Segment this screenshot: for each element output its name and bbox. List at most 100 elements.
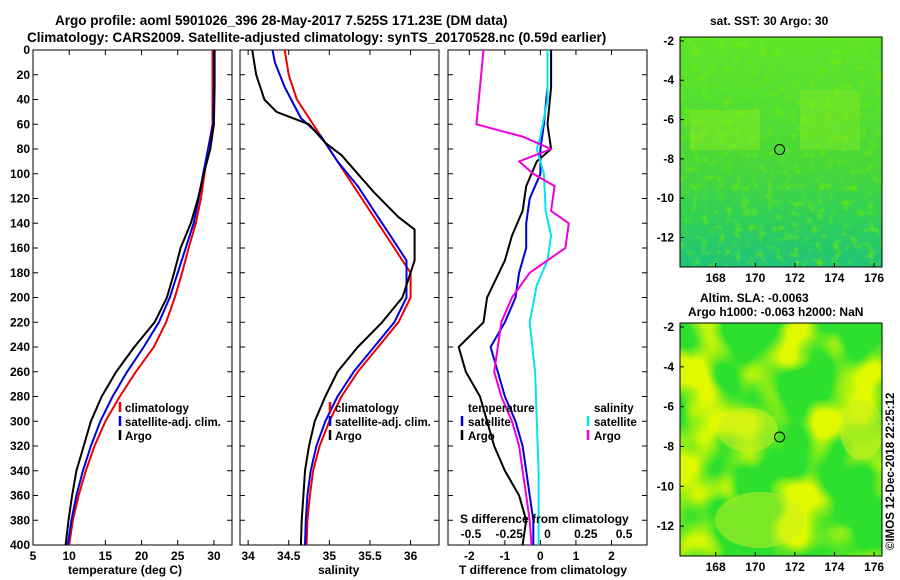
x-tick-label: 15 xyxy=(99,549,113,563)
map-x-tick-label: 168 xyxy=(706,560,726,574)
series-line-argo xyxy=(251,49,416,546)
legend-label-climatology: climatology xyxy=(125,403,190,415)
x-tick-label: 20 xyxy=(135,549,149,563)
x-tick-label: 34.5 xyxy=(277,549,301,563)
temperature-panel-frame xyxy=(32,49,233,546)
map-x-tick-label: 176 xyxy=(864,560,884,574)
x-tick-label: 0 xyxy=(537,549,544,563)
y-tick-label: 240 xyxy=(10,340,30,354)
salinity-plot: 34 34.5 35 35.5 36 xyxy=(240,49,439,563)
sla-map-patch xyxy=(715,492,805,548)
salinity-legend: climatology satellite-adj. clim. Argo xyxy=(328,402,431,443)
map-x-tick-label: 174 xyxy=(824,560,844,574)
top-x-tick-label: 0.25 xyxy=(574,527,598,541)
legend-label-satellite: satellite-adj. clim. xyxy=(125,417,221,429)
sst-map-axes: 168 170 172 174 176 -2 -4 -6 -8 -10 -12 xyxy=(657,34,885,285)
map-x-tick-label: 170 xyxy=(745,560,765,574)
temperature-xlabel: temperature (deg C) xyxy=(68,563,182,577)
x-tick-label: 2 xyxy=(608,549,615,563)
y-tick-label: 320 xyxy=(10,439,30,453)
series-line-climatology xyxy=(283,49,412,546)
map-x-tick-label: 172 xyxy=(785,560,805,574)
y-tick-label: 20 xyxy=(17,68,31,82)
legend-label-t-argo: Argo xyxy=(468,431,495,443)
map-y-tick-label: -12 xyxy=(657,231,675,245)
sst-map-texture xyxy=(680,37,882,267)
sst-map-frame xyxy=(679,36,883,268)
top-x-tick-label: -0.5 xyxy=(461,527,482,541)
temperature-plot: 0 20 40 60 80 100 120 140 160 180 200 220 240 260 280 3… xyxy=(10,43,232,563)
sla-map-frame xyxy=(679,322,883,557)
sst-map-patch xyxy=(800,90,860,150)
y-tick-label: 180 xyxy=(10,266,30,280)
y-tick-label: 160 xyxy=(10,241,30,255)
x-tick-label: 10 xyxy=(63,549,77,563)
y-tick-label: 200 xyxy=(10,291,30,305)
y-tick-label: 220 xyxy=(10,315,30,329)
map-y-tick-label: -8 xyxy=(663,152,674,166)
map-x-tick-label: 170 xyxy=(745,271,765,285)
credit-text: ©IMOS 12-Dec-2018 22:25:12 xyxy=(885,393,897,550)
map-y-tick-label: -6 xyxy=(663,113,674,127)
map-x-tick-label: 176 xyxy=(864,271,884,285)
y-tick-label: 0 xyxy=(23,43,30,57)
sst-map-title: sat. SST: 30 Argo: 30 xyxy=(710,14,829,28)
top-x-tick-label: 0 xyxy=(544,527,551,541)
sla-map-axes: 168 170 172 174 176 -2 -4 -6 -8 -10 -12 xyxy=(657,320,885,574)
map-x-tick-label: 174 xyxy=(824,271,844,285)
series-line-argo xyxy=(64,50,216,546)
legend-label-satellite: satellite-adj. clim. xyxy=(335,417,431,429)
map-y-tick-label: -10 xyxy=(657,479,675,493)
series-line-t-argo xyxy=(457,50,553,546)
salinity-xlabel: salinity xyxy=(318,563,360,577)
y-tick-label: 400 xyxy=(10,538,30,552)
y-tick-label: 140 xyxy=(10,216,30,230)
y-tick-label: 40 xyxy=(17,93,31,107)
x-tick-label: 5 xyxy=(30,549,37,563)
argo-location-marker xyxy=(774,431,786,443)
difference-xlabel: T difference from climatology xyxy=(459,563,627,577)
map-y-tick-label: -6 xyxy=(663,400,674,414)
x-tick-label: 36 xyxy=(404,549,418,563)
series-line-s-argo xyxy=(475,49,570,546)
temperature-legend: climatology satellite-adj. clim. Argo xyxy=(118,402,221,443)
top-x-tick-label: -0.25 xyxy=(496,527,524,541)
x-tick-label: 30 xyxy=(207,549,221,563)
map-y-tick-label: -2 xyxy=(663,320,674,334)
y-tick-label: 380 xyxy=(10,513,30,527)
top-x-tick-label: 0.5 xyxy=(616,527,633,541)
y-tick-label: 120 xyxy=(10,192,30,206)
legend-label-climatology: climatology xyxy=(335,403,400,415)
map-y-tick-label: -10 xyxy=(657,191,675,205)
legend-header-salinity: salinity xyxy=(594,403,634,415)
map-y-tick-label: -12 xyxy=(657,519,675,533)
sla-map xyxy=(680,323,882,556)
legend-label-argo: Argo xyxy=(125,431,152,443)
y-tick-label: 260 xyxy=(10,365,30,379)
y-tick-label: 60 xyxy=(17,117,31,131)
x-tick-label: 35 xyxy=(323,549,337,563)
x-tick-label: -1 xyxy=(500,549,511,563)
map-x-tick-label: 168 xyxy=(706,271,726,285)
y-tick-label: 100 xyxy=(10,167,30,181)
sla-map-subtitle: Argo h1000: -0.063 h2000: NaN xyxy=(688,305,863,319)
sla-map-patch xyxy=(840,400,882,460)
difference-legend: temperature satellite Argo salinity sate… xyxy=(460,403,637,443)
legend-label-t-satellite: satellite xyxy=(468,417,511,429)
sla-map-patch xyxy=(718,408,778,452)
legend-label-argo: Argo xyxy=(335,431,362,443)
x-tick-label: 35.5 xyxy=(358,549,382,563)
sst-map-patch xyxy=(690,110,760,150)
legend-label-s-argo: Argo xyxy=(594,431,621,443)
argo-location-marker xyxy=(774,144,786,156)
sst-map xyxy=(680,37,882,267)
map-y-tick-label: -4 xyxy=(663,360,674,374)
salinity-panel-frame xyxy=(239,49,440,546)
x-tick-label: 1 xyxy=(573,549,580,563)
difference-panel-frame xyxy=(447,49,648,546)
difference-top-xlabel: S difference from climatology xyxy=(460,512,629,526)
map-x-tick-label: 172 xyxy=(785,271,805,285)
series-line-satellite-adj-clim- xyxy=(66,50,215,546)
map-y-tick-label: -2 xyxy=(663,34,674,48)
